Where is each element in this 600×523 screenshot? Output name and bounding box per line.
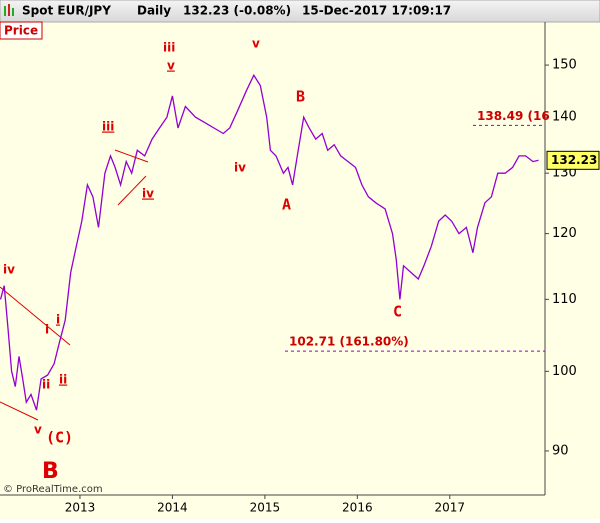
wave-label: B: [296, 88, 305, 106]
wave-label: i: [56, 313, 60, 327]
panel-label: Price: [4, 24, 38, 38]
header-bar: [0, 0, 600, 23]
last-price-box: [546, 150, 600, 170]
wave-label: (C): [46, 429, 73, 447]
price-line: [0, 73, 539, 411]
header-period: Daily: [137, 4, 171, 18]
credit: © ProRealTime.com: [3, 484, 103, 495]
wave-label: v: [34, 423, 42, 437]
trend-lines: [0, 149, 149, 421]
wave-label: B: [42, 459, 59, 484]
x-tick-label: 2013: [65, 501, 96, 515]
header-instrument: Spot EUR/JPY: [22, 4, 111, 18]
y-tick-label: 110: [552, 292, 577, 307]
level-label: 138.49 (16: [477, 109, 550, 123]
header-icon: [4, 4, 14, 16]
wave-label: iv: [234, 161, 246, 175]
x-tick-label: 2016: [342, 501, 373, 515]
y-tick-label: 140: [552, 110, 577, 125]
wave-label: iii: [163, 41, 175, 55]
wave-label: v: [252, 37, 260, 51]
wave-label: iv: [142, 187, 154, 201]
wave-label: iv: [3, 263, 15, 277]
wave-label: ii: [59, 373, 67, 387]
wave-label: ii: [42, 378, 50, 392]
header-price: 132.23 (-0.08%): [183, 4, 291, 18]
header-date: 15-Dec-2017 17:09:17: [302, 4, 451, 18]
x-tick-label: 2015: [250, 501, 281, 515]
x-tick-label: 2017: [435, 501, 466, 515]
last-price-label: 132.23: [551, 153, 597, 167]
wave-label: iii: [102, 120, 114, 134]
level-label: 102.71 (161.80%): [289, 335, 409, 349]
x-tick-label: 2014: [157, 501, 188, 515]
y-tick-label: 120: [552, 226, 577, 241]
y-tick-label: 90: [552, 443, 569, 458]
y-tick-label: 150: [552, 58, 577, 73]
wave-label: A: [282, 196, 291, 214]
wave-label: i: [45, 323, 49, 337]
wave-label: v: [167, 59, 175, 73]
wave-label: C: [393, 303, 402, 321]
panel-label-box: [0, 21, 43, 40]
y-tick-label: 100: [552, 364, 577, 379]
